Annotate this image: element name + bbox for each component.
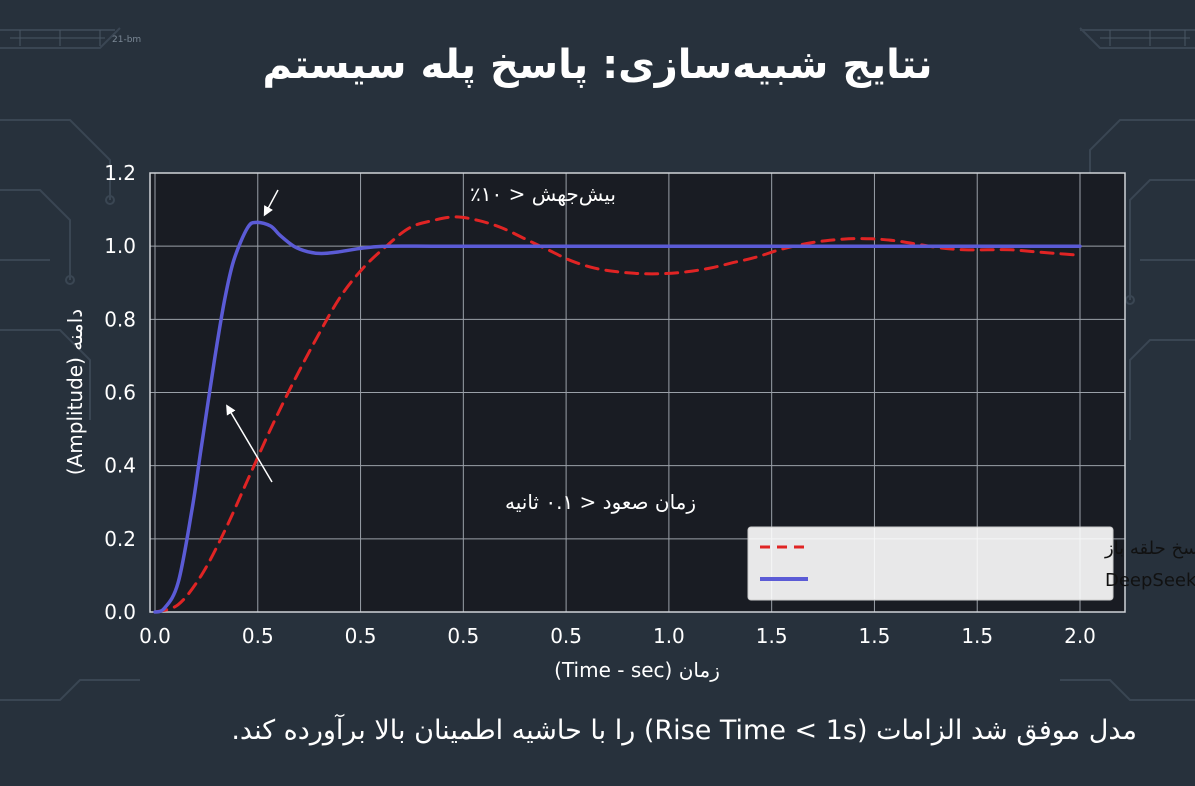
x-tick-label: 2.0: [1064, 624, 1096, 648]
tick-labels: 0.0 0.5 0.5 0.5 0.5 1.0 1.5 1.5 1.5 2.0 0.0 0.2 0.4 0…: [104, 161, 1096, 648]
y-axis-label: دامنه (Amplitude): [63, 309, 87, 475]
x-tick-label: 1.5: [859, 624, 891, 648]
page-title: نتایج شبیه‌سازی: پاسخ پله سیستم: [262, 42, 933, 88]
caption: مدل موفق شد الزامات (Rise Time < 1s) را …: [231, 715, 1137, 746]
legend: پاسخ حلقه باز پاسخ حلقه بسته - DeepSeek: [747, 526, 1195, 601]
overshoot-arrow: [263, 189, 279, 217]
y-tick-label: 0.2: [104, 527, 136, 551]
y-tick-label: 0.0: [104, 600, 136, 624]
series-lines: [153, 215, 1082, 614]
x-tick-label: 1.0: [653, 624, 685, 648]
overshoot-annotation: بیش‌جهش < ۱۰٪: [470, 182, 616, 206]
plot-frame: [149, 172, 1126, 613]
rise-time-arrow: [226, 404, 273, 483]
y-tick-label: 1.0: [104, 234, 136, 258]
rise-time-annotation: زمان صعود < ۰.۱ ثانیه: [505, 490, 696, 514]
x-tick-label: 0.0: [139, 624, 171, 648]
annotations: بیش‌جهش < ۱۰٪ زمان صعود < ۰.۱ ثانیه: [226, 182, 696, 514]
corner-mark: 21-bm: [112, 35, 141, 45]
y-tick-label: 0.4: [104, 454, 136, 478]
y-tick-label: 1.2: [104, 161, 136, 185]
closed-loop-line: [153, 220, 1082, 614]
x-tick-label: 0.5: [550, 624, 582, 648]
x-tick-label: 1.5: [756, 624, 788, 648]
x-tick-label: 0.5: [242, 624, 274, 648]
x-tick-label: 0.5: [447, 624, 479, 648]
legend-box: [747, 526, 1114, 601]
y-tick-label: 0.6: [104, 381, 136, 405]
y-tick-label: 0.8: [104, 307, 136, 331]
x-tick-label: 1.5: [961, 624, 993, 648]
legend-label-open-loop: پاسخ حلقه باز: [1104, 538, 1195, 559]
legend-label-closed-loop: پاسخ حلقه بسته - DeepSeek: [1105, 570, 1195, 591]
x-axis-label: زمان (Time - sec): [554, 658, 720, 682]
x-tick-label: 0.5: [345, 624, 377, 648]
